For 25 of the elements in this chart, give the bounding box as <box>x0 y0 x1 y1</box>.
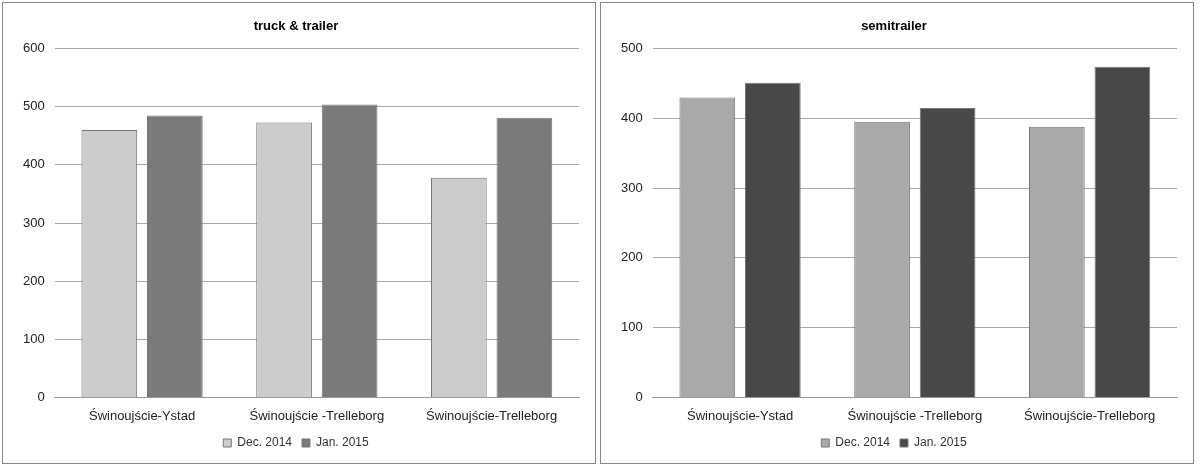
legend-label: Jan. 2015 <box>914 435 968 450</box>
y-tick-label: 100 <box>620 319 643 335</box>
y-tick-label: 0 <box>635 388 643 404</box>
y-tick-label: 400 <box>620 109 643 125</box>
x-tick-label: Świnoujście-Trelleborg <box>426 407 558 423</box>
x-tick-label: Świnoujście -Trelleborg <box>847 407 983 423</box>
legend-label: Jan. 2015 <box>316 435 370 450</box>
x-tick-label: Świnoujście-Ystad <box>88 407 196 423</box>
y-tick-label: 100 <box>22 330 45 346</box>
legend-label: Dec. 2014 <box>835 435 891 450</box>
legend-label: Dec. 2014 <box>237 435 293 450</box>
y-tick-label: 200 <box>620 249 643 265</box>
x-tick-label: Świnoujście -Trelleborg <box>249 407 385 423</box>
y-tick-label: 0 <box>37 388 45 404</box>
y-tick-label: 200 <box>22 272 45 288</box>
y-tick-label: 300 <box>22 214 45 230</box>
chart-title: semitrailer <box>861 18 927 34</box>
x-tick-label: Świnoujście-Trelleborg <box>1024 407 1156 423</box>
y-tick-label: 500 <box>620 40 643 56</box>
y-tick-label: 300 <box>620 179 643 195</box>
y-tick-label: 600 <box>22 40 45 56</box>
y-tick-label: 500 <box>22 98 45 114</box>
y-tick-label: 400 <box>22 156 45 172</box>
chart-title: truck & trailer <box>253 18 339 34</box>
x-tick-label: Świnoujście-Ystad <box>686 407 794 423</box>
